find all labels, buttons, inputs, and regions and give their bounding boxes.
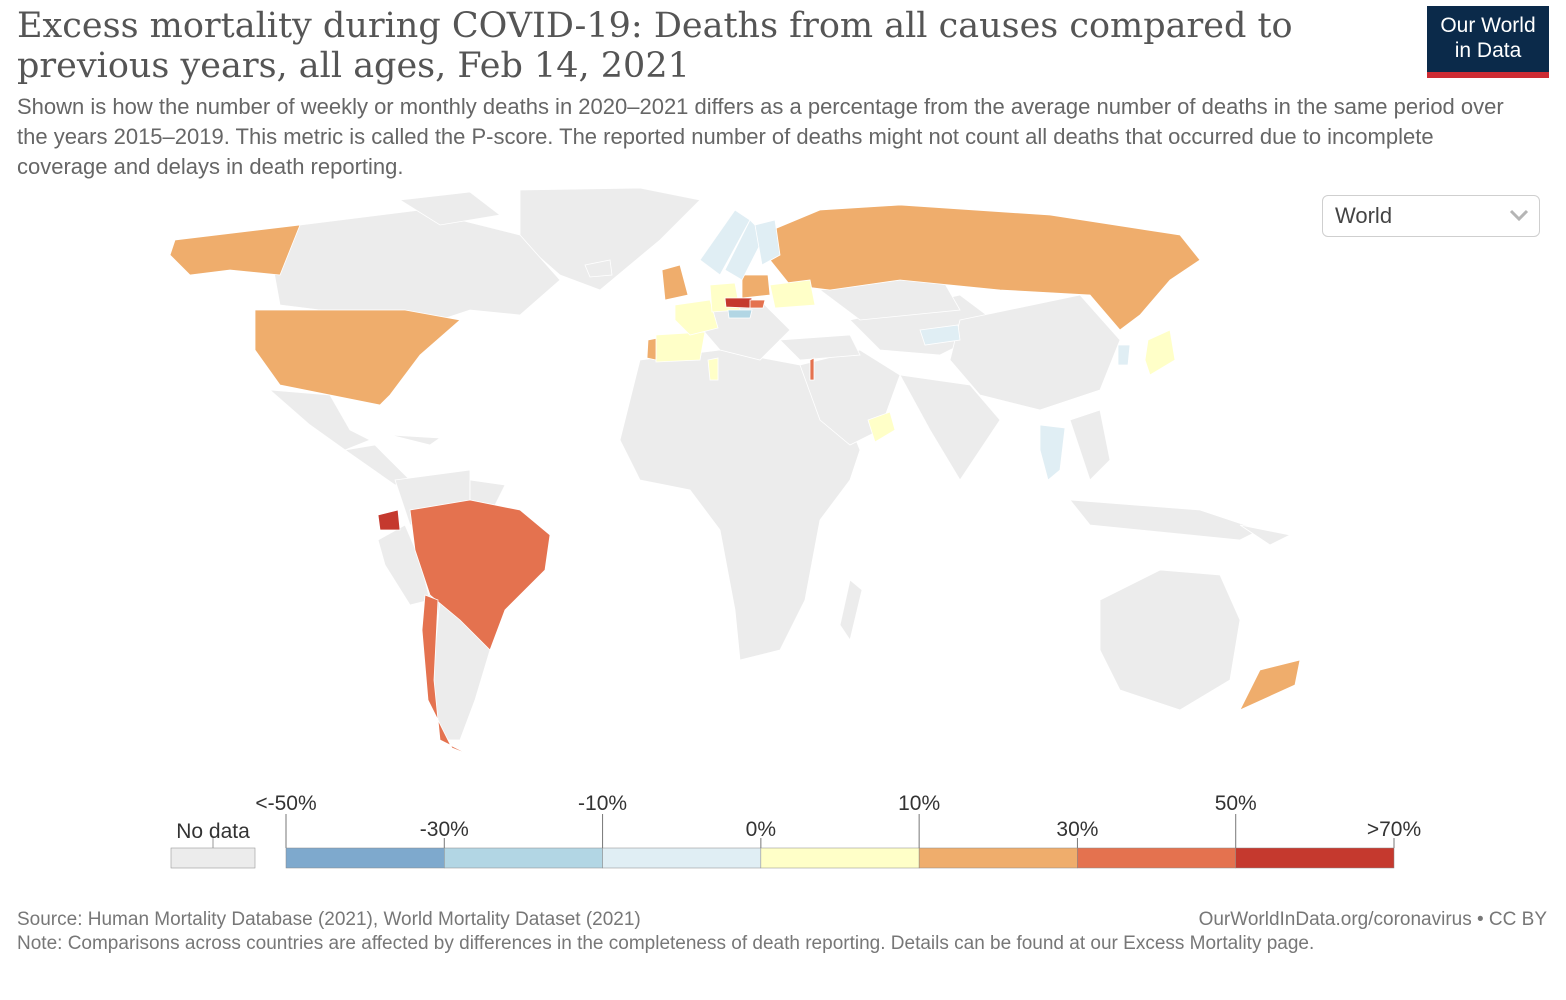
legend-tick-label-7: >70%: [1367, 818, 1421, 841]
region-australia[interactable]: [1099, 569, 1241, 711]
region-chile[interactable]: [421, 594, 471, 756]
region-france[interactable]: [674, 299, 719, 336]
region-china[interactable]: [949, 294, 1121, 411]
region-japan[interactable]: [1144, 329, 1176, 376]
region-thailand[interactable]: [1039, 424, 1066, 481]
region-caribbean[interactable]: [389, 434, 442, 446]
region-mongolia[interactable]: [919, 324, 961, 346]
legend-tick-label-4: 10%: [898, 792, 940, 815]
region-czechia[interactable]: [724, 297, 753, 309]
legend-bin-4[interactable]: [918, 847, 1078, 869]
region-israel[interactable]: [809, 357, 815, 381]
logo-line-2: in Data: [1454, 39, 1522, 62]
legend-tick-label-0: <-50%: [255, 792, 316, 815]
region-tunisia[interactable]: [707, 357, 719, 381]
region-indonesia[interactable]: [1069, 499, 1262, 541]
legend-bin-5[interactable]: [1077, 847, 1236, 869]
chart-subtitle: Shown is how the number of weekly or mon…: [17, 94, 1504, 179]
region-ukraine[interactable]: [769, 279, 816, 309]
region-brazil[interactable]: [409, 499, 551, 651]
source-text: Source: Human Mortality Database (2021),…: [17, 909, 641, 930]
legend-bin-1[interactable]: [444, 847, 603, 869]
region-turkey-caucasus[interactable]: [779, 334, 861, 361]
owid-logo[interactable]: Our World in Data: [1427, 6, 1549, 78]
region-papua[interactable]: [1239, 524, 1292, 546]
legend-tick-label-3: 0%: [746, 818, 776, 841]
chevron-down-icon: [1509, 209, 1529, 222]
no-data-label: No data: [176, 820, 250, 843]
region-iceland[interactable]: [584, 259, 613, 278]
region-united-kingdom[interactable]: [661, 264, 689, 301]
region-select[interactable]: World: [1322, 195, 1540, 237]
legend-bin-0[interactable]: [285, 847, 445, 869]
region-select-value: World: [1335, 203, 1393, 228]
legend-tick-label-2: -10%: [578, 792, 627, 815]
color-legend: No data <-50% -30% -10% 0% 10% 30% 50% >70%: [170, 792, 1421, 869]
region-finland[interactable]: [754, 219, 781, 266]
world-map: [169, 187, 1301, 756]
region-slovakia[interactable]: [749, 299, 766, 309]
legend-tick-label-1: -30%: [420, 818, 469, 841]
legend-tick-label-6: 50%: [1215, 792, 1257, 815]
region-madagascar[interactable]: [839, 579, 863, 641]
region-canada[interactable]: [269, 209, 561, 321]
region-united-states[interactable]: [254, 309, 461, 406]
legend-tick-label-5: 30%: [1056, 818, 1098, 841]
region-south-korea[interactable]: [1117, 344, 1131, 366]
region-spain[interactable]: [655, 331, 706, 363]
region-austria[interactable]: [727, 309, 753, 319]
region-india[interactable]: [899, 374, 1001, 481]
legend-bin-3[interactable]: [760, 847, 920, 869]
region-new-zealand[interactable]: [1239, 659, 1301, 711]
region-southeast-asia[interactable]: [1069, 409, 1111, 481]
region-oman[interactable]: [867, 411, 896, 443]
region-canadian-arctic-islands[interactable]: [398, 191, 501, 226]
logo-line-1: Our World: [1440, 14, 1536, 37]
legend-bin-2[interactable]: [602, 847, 762, 869]
no-data-swatch: [170, 847, 256, 869]
chart-title: Excess mortality during COVID-19: Deaths…: [17, 6, 1293, 86]
note-text: Note: Comparisons across countries are a…: [17, 933, 1315, 954]
region-ecuador[interactable]: [377, 509, 401, 531]
region-poland[interactable]: [741, 274, 771, 299]
site-link[interactable]: OurWorldInData.org/coronavirus • CC BY: [1198, 909, 1547, 930]
legend-bin-6[interactable]: [1235, 847, 1395, 869]
region-alaska[interactable]: [169, 224, 301, 276]
footer: Source: Human Mortality Database (2021),…: [17, 908, 1547, 956]
